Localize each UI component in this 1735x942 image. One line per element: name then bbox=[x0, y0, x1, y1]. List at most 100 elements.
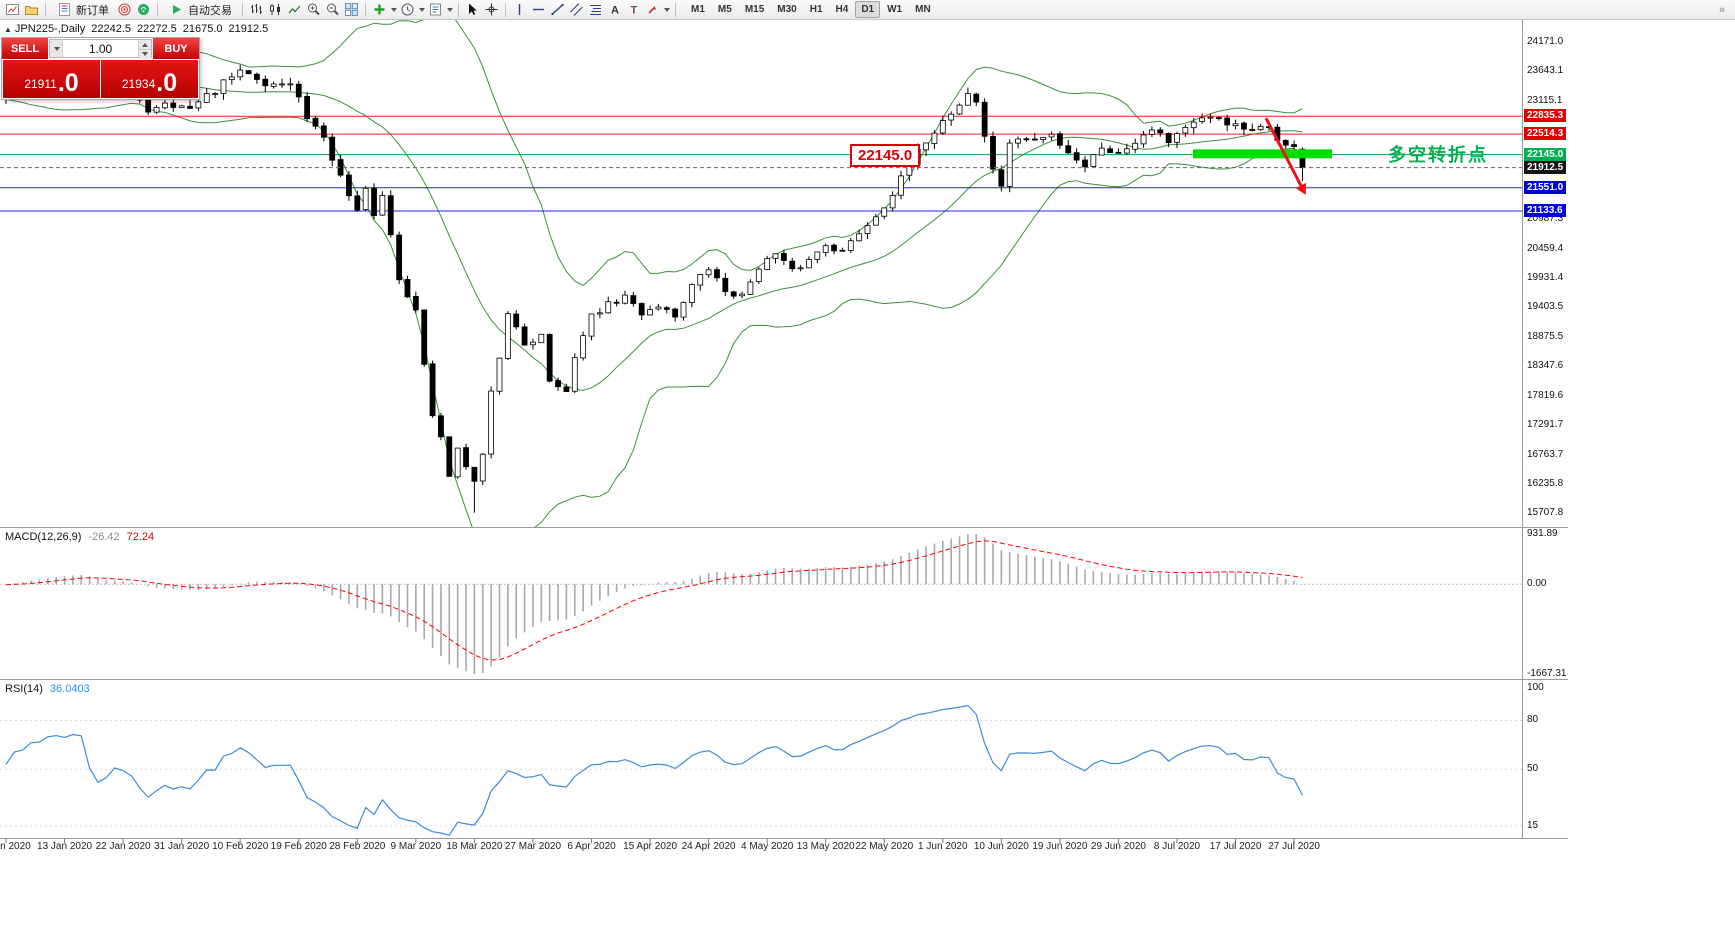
candle-body bbox=[613, 301, 620, 304]
timeframe-D1[interactable]: D1 bbox=[855, 1, 881, 18]
candle-body bbox=[1048, 133, 1055, 138]
candle-body bbox=[797, 267, 804, 270]
timeframe-M30[interactable]: M30 bbox=[777, 4, 797, 15]
autotrading-button[interactable]: 自动交易 bbox=[163, 1, 237, 19]
time-axis-label: 28 Feb 2020 bbox=[329, 841, 386, 852]
timeframe-H1[interactable]: H1 bbox=[809, 4, 823, 15]
vertical-line-tool-icon[interactable] bbox=[511, 1, 528, 18]
candle-body bbox=[881, 207, 888, 217]
candle-body bbox=[471, 466, 478, 482]
channel-tool-icon[interactable] bbox=[568, 1, 585, 18]
volume-dropdown-button[interactable] bbox=[50, 40, 63, 57]
candle-body bbox=[722, 277, 729, 293]
candlestick-chart-icon[interactable] bbox=[267, 1, 284, 18]
candle-body bbox=[1123, 148, 1130, 154]
zoom-out-icon[interactable] bbox=[324, 1, 341, 18]
timeframe-M1[interactable]: M1 bbox=[691, 4, 705, 15]
new-order-button[interactable]: 新订单 bbox=[51, 1, 114, 19]
templates-caret-icon[interactable] bbox=[447, 8, 453, 15]
price-axis-label: 24171.0 bbox=[1527, 35, 1564, 47]
horizontal-line-tool-icon[interactable] bbox=[530, 1, 547, 18]
candle-body bbox=[647, 309, 653, 316]
candle-body bbox=[755, 268, 762, 282]
toolbar-overflow-icon[interactable]: » bbox=[1718, 3, 1725, 16]
macd-signal-value: 72.24 bbox=[126, 531, 155, 543]
sell-price-button[interactable]: 21911.0 bbox=[3, 60, 100, 98]
price-axis-label: 23115.1 bbox=[1527, 94, 1563, 106]
label-tool-icon[interactable]: T bbox=[625, 1, 642, 18]
macd-name: MACD(12,26,9) bbox=[5, 531, 82, 543]
profiles-icon[interactable] bbox=[23, 1, 40, 18]
candle-body bbox=[655, 306, 662, 310]
arrows-caret-icon[interactable] bbox=[664, 8, 670, 15]
autotrading-play-icon bbox=[168, 1, 185, 18]
new-chart-icon[interactable] bbox=[4, 1, 21, 18]
timeframe-M15[interactable]: M15 bbox=[744, 4, 765, 15]
periods-caret-icon[interactable] bbox=[419, 8, 425, 15]
rsi-value: 36.0403 bbox=[49, 683, 90, 695]
turning-point-note[interactable]: 多空转折点 bbox=[1388, 145, 1488, 166]
cursor-icon[interactable] bbox=[464, 1, 481, 18]
toolbar-separator bbox=[505, 2, 506, 17]
candle-body bbox=[1132, 142, 1139, 150]
fibonacci-tool-icon[interactable] bbox=[587, 1, 604, 18]
toolbar-separator bbox=[458, 2, 459, 17]
sell-button[interactable]: SELL bbox=[2, 38, 48, 59]
autotrading-label: 自动交易 bbox=[188, 4, 232, 17]
trend-arrow[interactable] bbox=[1264, 117, 1305, 191]
candle-body bbox=[622, 294, 628, 304]
support-zone-bar[interactable] bbox=[1193, 149, 1332, 159]
timeframe-M5[interactable]: M5 bbox=[717, 4, 732, 15]
candle-body bbox=[546, 334, 553, 382]
price-axis-label: 20987.3 bbox=[1527, 213, 1564, 225]
indicators-caret-icon[interactable] bbox=[391, 8, 397, 15]
time-axis-label: 13 May 2020 bbox=[796, 841, 855, 852]
candle-body bbox=[312, 117, 319, 127]
volume-up-button[interactable] bbox=[139, 40, 151, 49]
candle-body bbox=[1282, 140, 1289, 146]
buy-price-button[interactable]: 21934.0 bbox=[101, 60, 198, 98]
candle-body bbox=[421, 309, 428, 365]
candle-body bbox=[279, 83, 285, 86]
indicators-icon[interactable] bbox=[371, 1, 388, 18]
trend-arrow-head bbox=[1295, 182, 1307, 195]
zoom-in-icon[interactable] bbox=[305, 1, 322, 18]
candle-body bbox=[1207, 116, 1214, 119]
candle-body bbox=[580, 335, 587, 359]
signals-icon[interactable] bbox=[135, 1, 152, 18]
timeframe-H4[interactable]: H4 bbox=[835, 4, 849, 15]
buy-button[interactable]: BUY bbox=[153, 38, 199, 59]
sell-price: 21911 bbox=[24, 77, 57, 91]
candle-body bbox=[538, 333, 545, 344]
timeframe-W1[interactable]: W1 bbox=[887, 4, 903, 15]
candle-body bbox=[596, 312, 603, 315]
price-axis: 24171.0 23643.1 23115.1 20987.3 20459.4 19931… bbox=[1523, 0, 1734, 942]
candle-body bbox=[780, 253, 787, 261]
time-axis-label: 29 Jun 2020 bbox=[1090, 841, 1146, 852]
price-axis-label: 15707.8 bbox=[1527, 507, 1564, 519]
candle-body bbox=[1140, 134, 1147, 145]
arrows-tool-icon[interactable] bbox=[644, 1, 661, 18]
strategy-tester-icon[interactable] bbox=[116, 1, 133, 18]
rsi-label: RSI(14) 36.0403 bbox=[5, 683, 90, 695]
candle-body bbox=[504, 313, 511, 359]
candle-body bbox=[1157, 129, 1164, 134]
candle-body bbox=[814, 251, 821, 260]
volume-input[interactable] bbox=[63, 40, 138, 57]
bar-chart-icon[interactable] bbox=[248, 1, 265, 18]
price-level-annotation[interactable]: 22145.0 bbox=[850, 143, 921, 167]
line-chart-icon[interactable] bbox=[286, 1, 303, 18]
volume-down-button[interactable] bbox=[139, 49, 151, 59]
toolbar-separator bbox=[242, 2, 243, 17]
periods-icon[interactable] bbox=[399, 1, 416, 18]
tile-windows-icon[interactable] bbox=[343, 1, 360, 18]
candle-body bbox=[555, 380, 561, 388]
macd-axis-label: -1667.31 bbox=[1527, 668, 1567, 679]
templates-icon[interactable] bbox=[427, 1, 444, 18]
text-tool-icon[interactable]: A bbox=[606, 1, 623, 18]
candle-body bbox=[772, 253, 779, 259]
timeframe-MN[interactable]: MN bbox=[915, 4, 931, 15]
trendline-tool-icon[interactable] bbox=[549, 1, 566, 18]
crosshair-icon[interactable] bbox=[483, 1, 500, 18]
candle-body bbox=[1199, 117, 1205, 122]
